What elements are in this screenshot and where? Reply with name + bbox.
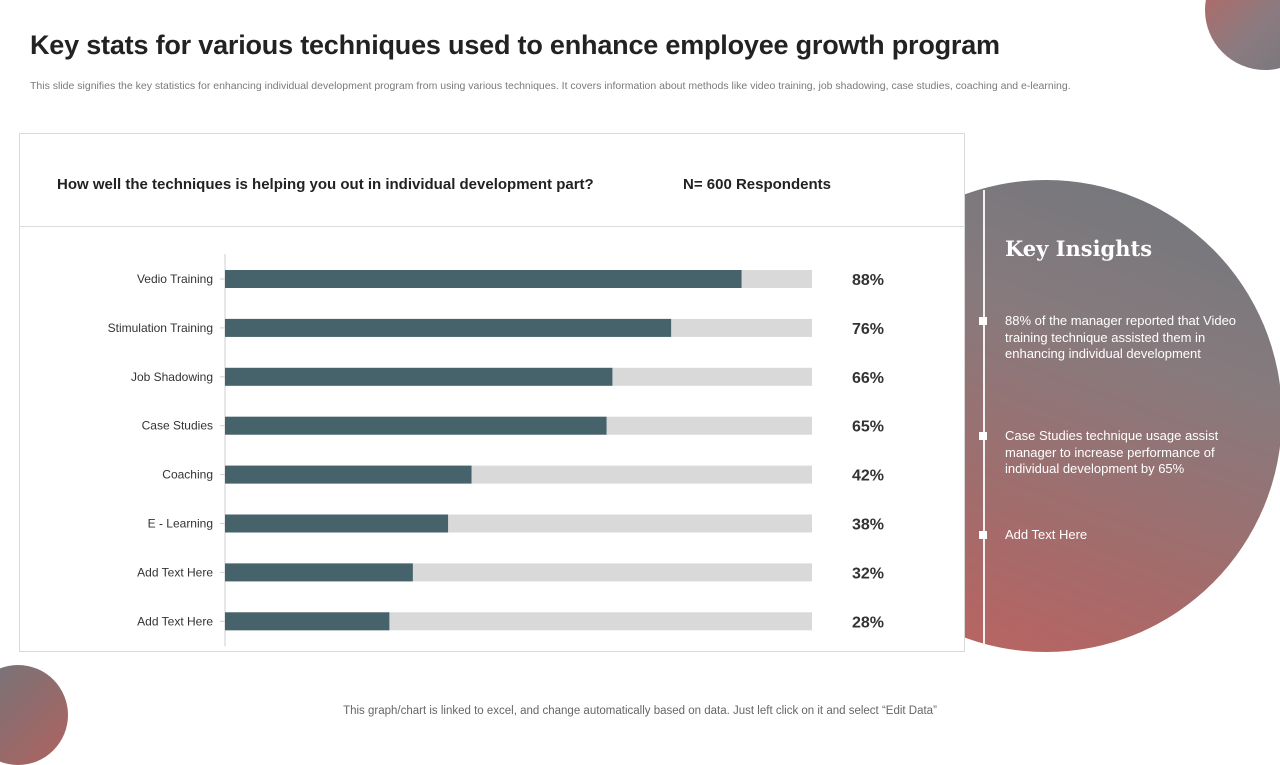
value-label: 38%: [852, 517, 884, 534]
bullet-icon: [979, 432, 987, 440]
category-label: Stimulation Training: [108, 321, 213, 335]
bullet-icon: [979, 317, 987, 325]
value-label: 32%: [852, 565, 884, 582]
value-label: 42%: [852, 468, 884, 485]
bar: [225, 270, 742, 288]
value-label: 65%: [852, 419, 884, 436]
insights-title: Key Insights: [1005, 236, 1153, 261]
insight-text-3: Add Text Here: [1005, 527, 1088, 542]
value-label: 28%: [852, 614, 884, 631]
category-label: Add Text Here: [137, 614, 213, 628]
value-label: 88%: [852, 272, 884, 289]
page-subtitle: This slide signifies the key statistics …: [30, 80, 1071, 92]
category-label: Coaching: [162, 468, 213, 482]
category-label: Case Studies: [142, 419, 213, 433]
bar: [225, 465, 472, 484]
bar: [225, 612, 390, 631]
insight-item-3: Add Text Here: [979, 527, 1245, 544]
footer-note: This graph/chart is linked to excel, and…: [343, 705, 937, 717]
bar: [225, 318, 672, 337]
card-divider: [19, 226, 965, 227]
respondents-count: N= 600 Respondents: [683, 176, 831, 193]
category-label: E - Learning: [148, 517, 213, 531]
bullet-icon: [979, 531, 987, 539]
bar: [225, 367, 613, 386]
bar-chart[interactable]: Vedio Training 88% Stimulation Training 76%…: [0, 0, 1280, 720]
bar: [225, 563, 413, 582]
category-label: Add Text Here: [137, 565, 213, 579]
insight-text-1: 88% of the manager reported that Video t…: [1005, 313, 1237, 361]
bar: [225, 416, 607, 435]
value-label: 66%: [852, 370, 884, 387]
insight-item-1: 88% of the manager reported that Video t…: [979, 313, 1245, 363]
page-title: Key stats for various techniques used to…: [30, 30, 1000, 60]
insight-text-2: Case Studies technique usage assist mana…: [1005, 428, 1219, 476]
value-label: 76%: [852, 321, 884, 338]
insights-divider: [983, 190, 985, 645]
chart-question: How well the techniques is helping you o…: [57, 176, 594, 193]
insight-item-2: Case Studies technique usage assist mana…: [979, 428, 1245, 478]
category-label: Job Shadowing: [131, 370, 213, 384]
bar: [225, 514, 449, 533]
category-label: Vedio Training: [137, 272, 213, 286]
